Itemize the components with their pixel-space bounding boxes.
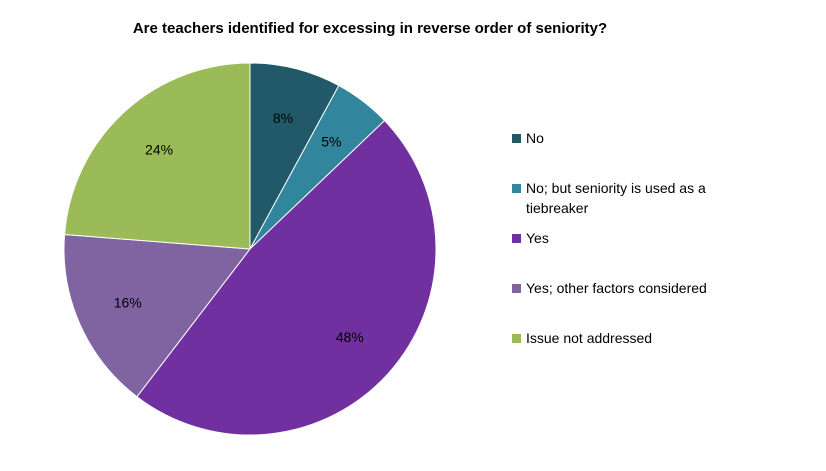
- data-label-yes-other-factors: 16%: [114, 294, 142, 310]
- pie-slice-yes: [136, 119, 437, 436]
- data-label-issue-not-addressed: 24%: [145, 141, 173, 157]
- pie-slice-yes-other-factors: [63, 234, 251, 398]
- legend-swatch-no: [512, 134, 521, 143]
- legend-item-yes-other-factors: Yes; other factors considered: [512, 278, 756, 298]
- legend-swatch-no-tiebreaker: [512, 184, 521, 193]
- legend-label: No: [526, 130, 544, 146]
- legend-item-no-tiebreaker: No; but seniority is used as a tiebreake…: [512, 178, 756, 218]
- legend-item-no: No: [512, 128, 756, 148]
- legend-swatch-yes: [512, 234, 521, 243]
- legend-swatch-yes-other-factors: [512, 284, 521, 293]
- chart-title: Are teachers identified for excessing in…: [132, 20, 608, 37]
- pie-slice-no: [249, 62, 340, 250]
- legend-label: Yes: [526, 230, 549, 246]
- legend-item-yes: Yes: [512, 228, 756, 248]
- legend-label: No; but seniority is used as a tiebreake…: [526, 180, 706, 216]
- legend-item-issue-not-addressed: Issue not addressed: [512, 328, 756, 348]
- data-label-no: 8%: [273, 110, 293, 126]
- pie-slice-issue-not-addressed: [64, 62, 251, 250]
- data-label-yes: 48%: [336, 329, 364, 345]
- legend-label: Yes; other factors considered: [526, 280, 707, 296]
- data-label-no-tiebreaker: 5%: [321, 133, 341, 149]
- legend-label: Issue not addressed: [526, 330, 653, 346]
- legend-swatch-issue-not-addressed: [512, 334, 521, 343]
